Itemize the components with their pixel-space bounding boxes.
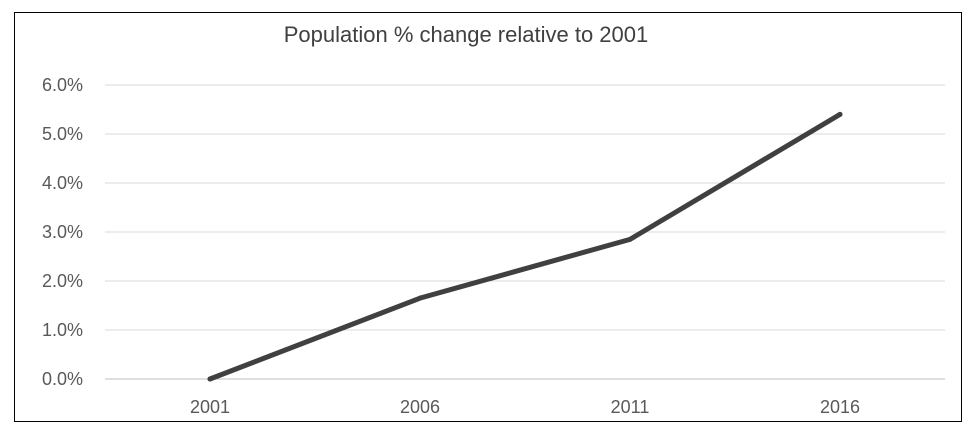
- x-tick-label: 2011: [611, 397, 650, 417]
- data-point: [627, 236, 633, 242]
- x-axis-tick-labels: 2001 2006 2011 2016: [190, 397, 860, 417]
- y-tick-label: 6.0%: [42, 75, 83, 95]
- x-tick-label: 2016: [820, 397, 860, 417]
- data-point: [837, 111, 843, 117]
- x-tick-label: 2006: [400, 397, 440, 417]
- y-axis-tick-labels: 0.0% 1.0% 2.0% 3.0% 4.0% 5.0% 6.0%: [42, 75, 83, 389]
- data-point: [207, 376, 213, 382]
- y-tick-label: 2.0%: [42, 271, 83, 291]
- y-tick-label: 3.0%: [42, 222, 83, 242]
- data-point: [417, 295, 423, 301]
- series-group: [207, 111, 843, 382]
- chart-frame: [14, 12, 962, 422]
- x-tick-label: 2001: [190, 397, 230, 417]
- y-tick-label: 0.0%: [42, 369, 83, 389]
- y-tick-label: 4.0%: [42, 173, 83, 193]
- chart-title: Population % change relative to 2001: [284, 22, 648, 47]
- y-tick-label: 5.0%: [42, 124, 83, 144]
- series-line: [207, 111, 843, 382]
- y-tick-label: 1.0%: [42, 320, 83, 340]
